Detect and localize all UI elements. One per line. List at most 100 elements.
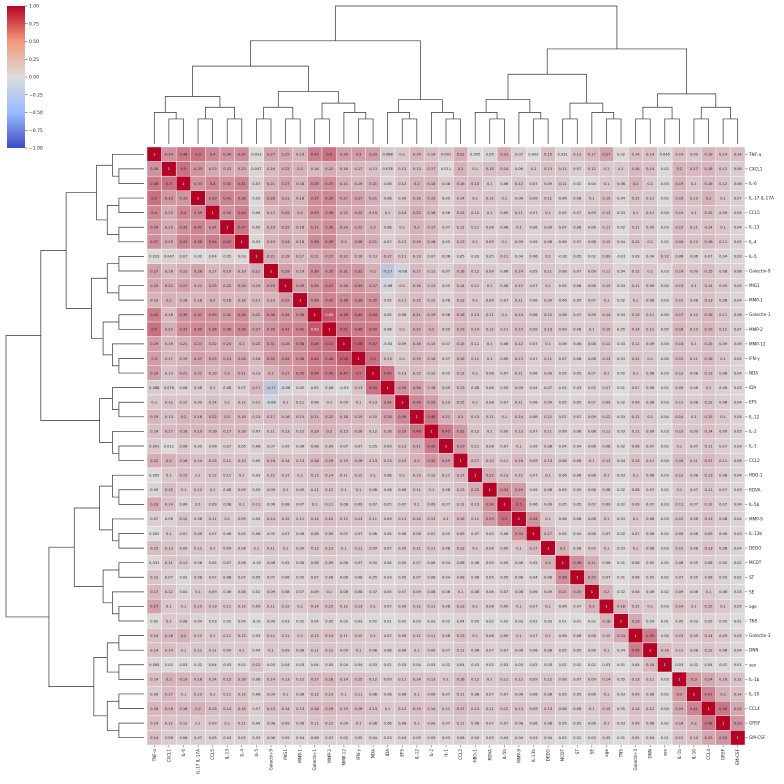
cell-value-label: 0.1	[516, 444, 522, 448]
cell-value-label: 0.12	[398, 182, 406, 186]
cell-value-label: 0.1	[604, 298, 610, 302]
cell-value-label: 0.1	[501, 415, 507, 419]
cell-value-label: 0.09	[719, 634, 728, 638]
cell-value-label: 0.08	[588, 284, 597, 288]
cell-value-label: 0.12	[632, 196, 640, 200]
cell-value-label: 0.05	[734, 634, 742, 638]
cell-value-label: 0.04	[442, 561, 451, 565]
cell-value-label: 0.14	[427, 153, 436, 157]
cell-value-label: 0.1	[210, 386, 216, 390]
cell-value-label: 0.05	[690, 561, 698, 565]
cell-value-label: 0.13	[632, 313, 640, 317]
cell-value-label: 0.08	[690, 371, 699, 375]
cell-value-label: 0.13	[705, 473, 713, 477]
cell-value-label: 0.07	[646, 488, 654, 492]
cell-value-label: 0.1	[647, 415, 653, 419]
dendrogram-link	[204, 106, 235, 119]
cell-value-label: 0.09	[325, 444, 334, 448]
cell-value-label: 0.1	[604, 546, 610, 550]
cell-value-label: 0.13	[369, 255, 377, 259]
cell-value-label: 0.18	[194, 298, 203, 302]
cell-value-label: 0.41	[282, 328, 290, 332]
column-tick-label: NDA	[371, 749, 376, 758]
cell-value-label: 0.63	[325, 313, 333, 317]
cell-value-label: 0.1	[297, 473, 303, 477]
cell-value-label: 0.08	[223, 576, 232, 580]
cell-value-label: 0.06	[530, 648, 539, 652]
cell-value-label: 0.05	[500, 561, 508, 565]
cell-value-label: 0.05	[442, 196, 450, 200]
cell-value-label: 0.14	[457, 196, 466, 200]
cell-value-label: 0.12	[413, 605, 421, 609]
row-tick-label: IFN-γ	[749, 356, 760, 361]
column-tick-label: MMP-1	[298, 749, 303, 763]
cell-value-label: 0.02	[617, 444, 625, 448]
cell-value-label: 0.17	[427, 226, 435, 230]
cell-value-label: 0.16	[354, 255, 363, 259]
cell-value-label: 0.06	[559, 605, 568, 609]
cell-value-label: 0.04	[646, 736, 655, 740]
cell-value-label: 0.15	[705, 269, 713, 273]
cell-value-label: 0.15	[602, 196, 610, 200]
dendrogram-link	[642, 106, 673, 119]
cell-value-label: 0.02	[223, 619, 231, 623]
cell-value-label: 1	[737, 736, 739, 740]
cell-value-label: 0.31	[223, 313, 231, 317]
cell-value-label: 0.19	[238, 415, 247, 419]
cell-value-label: 0.34	[354, 284, 363, 288]
cell-value-label: 0.35	[296, 371, 304, 375]
cell-value-label: 0.46	[325, 357, 334, 361]
cell-value-label: 0.11	[413, 488, 421, 492]
cell-value-label: 0.1	[589, 459, 595, 463]
cell-value-label: 0.15	[165, 488, 173, 492]
cell-value-label: 0.03	[661, 371, 669, 375]
cell-value-label: 1	[678, 678, 680, 682]
dendrogram-link	[507, 73, 587, 104]
cell-value-label: 0.04	[617, 648, 626, 652]
cell-value-label: 0.22	[325, 167, 333, 171]
cell-value-label: 0.09	[267, 488, 276, 492]
cell-value-label: 0.1	[195, 721, 201, 725]
cell-value-label: 0.1	[604, 167, 610, 171]
cell-value-label: 0.06	[398, 532, 407, 536]
cell-value-label: 0.09	[354, 503, 363, 507]
cell-value-label: 0.03	[427, 619, 435, 623]
cell-value-label: 0.08	[486, 605, 495, 609]
cell-value-label: 0.02	[661, 692, 669, 696]
cell-value-label: 0.07	[573, 240, 581, 244]
colorbar-tick-label: 1.00	[29, 4, 39, 10]
cell-value-label: 0.13	[165, 546, 173, 550]
cell-value-label: 0.13	[457, 488, 465, 492]
cell-value-label: 0.11	[311, 721, 319, 725]
cell-value-label: 0.2	[691, 721, 697, 725]
column-tick-label: MCDT	[560, 749, 565, 762]
cell-value-label: 0.05	[734, 342, 742, 346]
cell-value-label: -0.02	[558, 255, 567, 259]
cell-value-label: 0.1	[516, 226, 522, 230]
cell-value-label: 0.1	[633, 371, 639, 375]
cell-value-label: 0.29	[282, 298, 291, 302]
cell-value-label: 0.005	[149, 473, 159, 477]
cell-value-label: 0.13	[690, 328, 698, 332]
cell-value-label: 0.05	[325, 619, 333, 623]
cell-value-label: 0.09	[209, 590, 218, 594]
cell-value-label: 0.08	[675, 561, 684, 565]
dendrogram-link	[546, 48, 688, 94]
cell-value-label: 0.19	[223, 269, 232, 273]
cell-value-label: 0.19	[427, 313, 436, 317]
cell-value-label: 0.12	[675, 473, 683, 477]
cell-value-label: 0.4	[210, 182, 216, 186]
cell-value-label: 0.1	[691, 605, 697, 609]
cell-value-label: 0.09	[544, 503, 553, 507]
cell-value-label: 0.07	[500, 590, 508, 594]
cell-value-label: 0.14	[675, 153, 684, 157]
cell-value-label: 0.02	[588, 255, 596, 259]
cell-value-label: 0.03	[675, 663, 683, 667]
cell-value-label: 0.05	[734, 240, 742, 244]
cell-value-label: 0.48	[413, 430, 422, 434]
cell-value-label: 0.1	[399, 473, 405, 477]
cell-value-label: 0.19	[209, 371, 218, 375]
cell-value-label: 0.07	[646, 503, 654, 507]
cell-value-label: 0.08	[646, 298, 655, 302]
cell-value-label: 0.06	[194, 561, 203, 565]
